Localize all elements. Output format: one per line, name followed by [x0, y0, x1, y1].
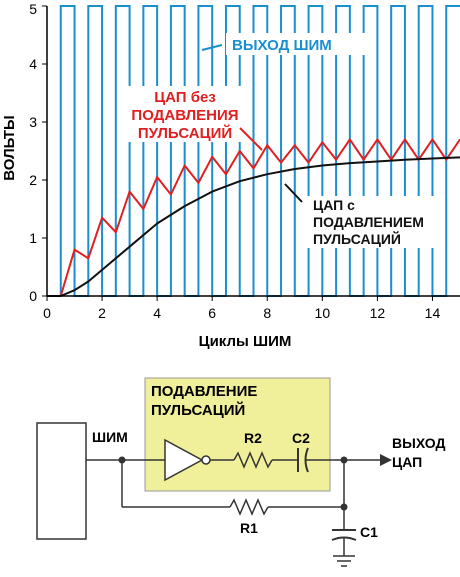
y-tick-label: 1: [29, 230, 37, 246]
pwm-label-leader: [201, 44, 223, 51]
y-tick-label: 2: [29, 172, 37, 188]
filtered-series-label-line1: ЦАП с: [313, 197, 355, 213]
dac-output-label-line2: ЦАП: [392, 454, 422, 470]
x-tick-label: 12: [370, 305, 386, 321]
x-tick-label: 4: [153, 305, 161, 321]
ground-icon: [333, 555, 355, 567]
dac-output-label-line1: ВЫХОД: [392, 435, 445, 451]
c2-plate-right: [304, 447, 309, 473]
c1-label: C1: [360, 524, 378, 540]
filter-box-title-line1: ПОДАВЛЕНИЕ: [151, 383, 257, 400]
filter-box-title-line2: ПУЛЬСАЦИЙ: [151, 401, 245, 419]
x-tick-label: 14: [425, 305, 441, 321]
filtered-series-label-line3: ПУЛЬСАЦИЙ: [313, 230, 401, 247]
pwm-series-label: ВЫХОД ШИМ: [232, 37, 332, 54]
x-axis-title: Циклы ШИМ: [199, 333, 292, 350]
pwm-source-block: [36, 422, 87, 540]
c2-label: C2: [292, 430, 310, 446]
x-tick-label: 6: [208, 305, 216, 321]
c1-plate-bottom: [331, 536, 357, 541]
inverter-symbol: [164, 438, 204, 482]
pwm-input-label: ШИМ: [92, 429, 128, 445]
r1-label: R1: [240, 520, 258, 536]
raw-series-label-line3: ПУЛЬСАЦИЙ: [138, 124, 232, 142]
raw-label-bg: [118, 86, 252, 142]
filtered-label-leader: [284, 183, 303, 203]
y-tick-label: 5: [29, 1, 37, 17]
output-arrow: [380, 454, 392, 466]
r1-resistor: [229, 498, 269, 516]
x-tick-label: 2: [98, 305, 106, 321]
chart-axes: [46, 6, 460, 297]
filtered-label-bg: [302, 196, 442, 248]
ripple-filter-circuit: ПОДАВЛЕНИЕ ПУЛЬСАЦИЙ ШИМ R2 C2 ВЫХОД ЦАП…: [36, 377, 445, 567]
y-axis-title: ВОЛЬТЫ: [1, 115, 18, 180]
r2-resistor: [233, 451, 273, 469]
y-tick-label: 0: [29, 288, 37, 304]
filtered-dac-line: [47, 156, 460, 297]
y-tick-label: 3: [29, 114, 37, 130]
x-tick-label: 8: [263, 305, 271, 321]
x-tick-label: 0: [43, 305, 51, 321]
x-tick-label: 10: [315, 305, 331, 321]
raw-series-label-line2: ПОДАВЛЕНИЯ: [131, 107, 238, 124]
raw-label-leader: [239, 127, 263, 151]
r2-label: R2: [244, 430, 262, 446]
filtered-series-label-line2: ПОДАВЛЕНИЕМ: [313, 214, 424, 230]
raw-series-label-line1: ЦАП без: [154, 89, 216, 106]
inverter-bubble: [201, 455, 211, 465]
pwm-label-bg: [226, 33, 372, 55]
y-tick-label: 4: [29, 56, 37, 72]
